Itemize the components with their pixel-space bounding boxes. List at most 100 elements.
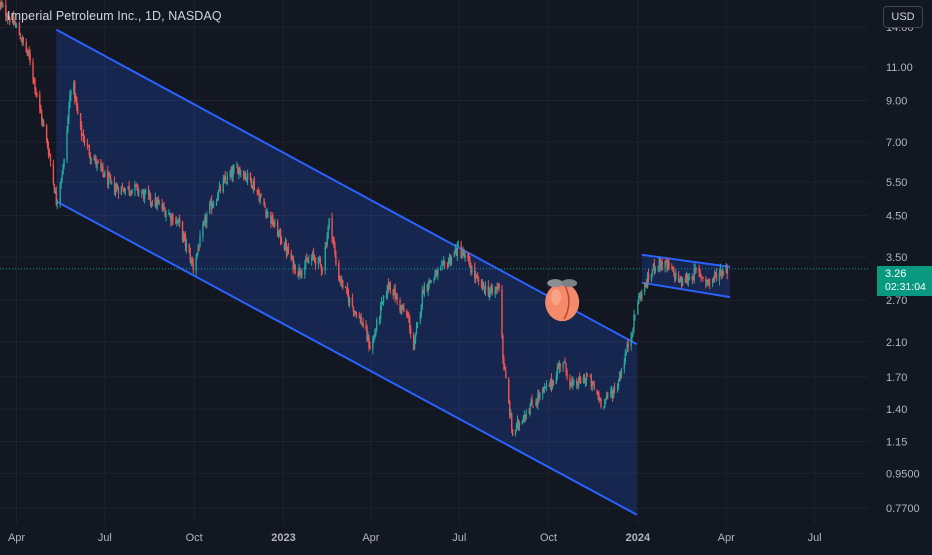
candle-body [66,129,68,160]
candle-body [449,256,452,263]
candle-body [396,294,398,300]
candle-body [719,269,722,272]
candle-body [40,106,42,114]
candle-body [158,202,160,204]
candle-body [171,215,173,220]
time-axis[interactable]: Apr Jul Oct 2023 Apr Jul Oct 2024 Apr Jul [8,532,822,544]
candle-body [48,153,51,155]
candle-body [258,194,260,202]
candle-body [718,272,721,280]
candle-body [20,40,23,42]
symbol-title[interactable]: Imperial Petroleum Inc., 1D, NASDAQ [7,9,222,23]
candle-body [381,301,384,303]
candle-body [616,386,619,388]
candle-body [39,94,41,108]
candle-body [317,257,320,265]
bar-countdown: 02:31:04 [885,281,926,293]
candle-body [280,240,283,244]
candle-body [292,255,294,270]
candle-body [362,323,364,327]
candle-body [647,273,650,280]
candle-body [681,278,684,286]
candle-body [170,215,172,222]
candle-body [297,273,299,276]
candle-body [274,221,276,227]
candle-body [508,378,510,403]
currency-button[interactable]: USD [883,6,923,28]
candle-body [484,285,487,292]
candle-body [53,184,56,193]
candle-body [577,377,580,386]
candle-body [604,398,606,407]
candle-body [470,266,472,273]
candle-body [544,387,547,389]
candle-body [307,261,309,263]
candle-body [328,218,330,227]
candle-body [345,287,348,289]
candle-body [46,139,49,148]
candle-body [659,258,661,268]
candle-body [579,378,582,384]
candle-body [232,169,234,178]
candle-body [103,173,105,178]
candle-body [475,275,477,279]
candle-body [190,258,192,263]
candle-body [576,385,579,387]
candle-body [705,279,707,283]
candle-body [109,177,112,181]
candle-body [380,302,383,306]
time-tick-label: Apr [8,532,25,544]
candle-body [320,265,323,271]
candle-body [555,376,558,384]
candle-body [291,256,293,260]
candle-body [637,302,639,315]
candle-body [55,191,58,205]
candle-body [321,269,324,271]
peach-icon[interactable] [545,279,580,322]
candle-body [26,49,28,54]
candle-body [81,134,84,136]
candle-body [366,327,368,340]
candle-body [347,294,350,303]
candle-body [423,285,425,296]
candle-body [644,283,647,286]
time-tick-label: Apr [362,532,379,544]
candle-body [463,253,465,257]
candle-body [176,221,179,223]
candle-body [127,186,129,189]
candle-body [75,97,77,100]
candle-body [253,181,256,190]
candle-body [165,213,167,217]
candle-body [566,370,568,379]
candle-body [230,169,232,176]
candle-body [318,258,321,260]
candle-body [641,292,643,300]
candle-body [312,253,315,256]
candle-body [334,244,336,255]
candle-body [115,186,118,188]
candle-body [342,280,344,288]
candle-body [593,383,595,390]
candle-body [684,279,687,283]
descending-channel-drawing[interactable] [55,28,638,516]
candle-body [311,253,314,259]
candle-body [448,257,451,262]
candle-body [216,197,219,201]
candle-body [582,377,585,383]
candle-body [400,305,402,312]
candle-body [572,381,574,385]
candle-body [552,381,555,385]
candle-body [294,265,296,274]
candle-body [13,22,16,25]
candle-body [427,286,429,291]
candle-body [70,91,72,96]
candle-body [252,182,255,189]
candle-body [226,175,228,184]
candle-body [93,158,95,160]
candle-body [430,280,432,283]
candle-body [176,220,178,224]
candle-body [539,393,541,399]
candle-body [56,201,58,204]
